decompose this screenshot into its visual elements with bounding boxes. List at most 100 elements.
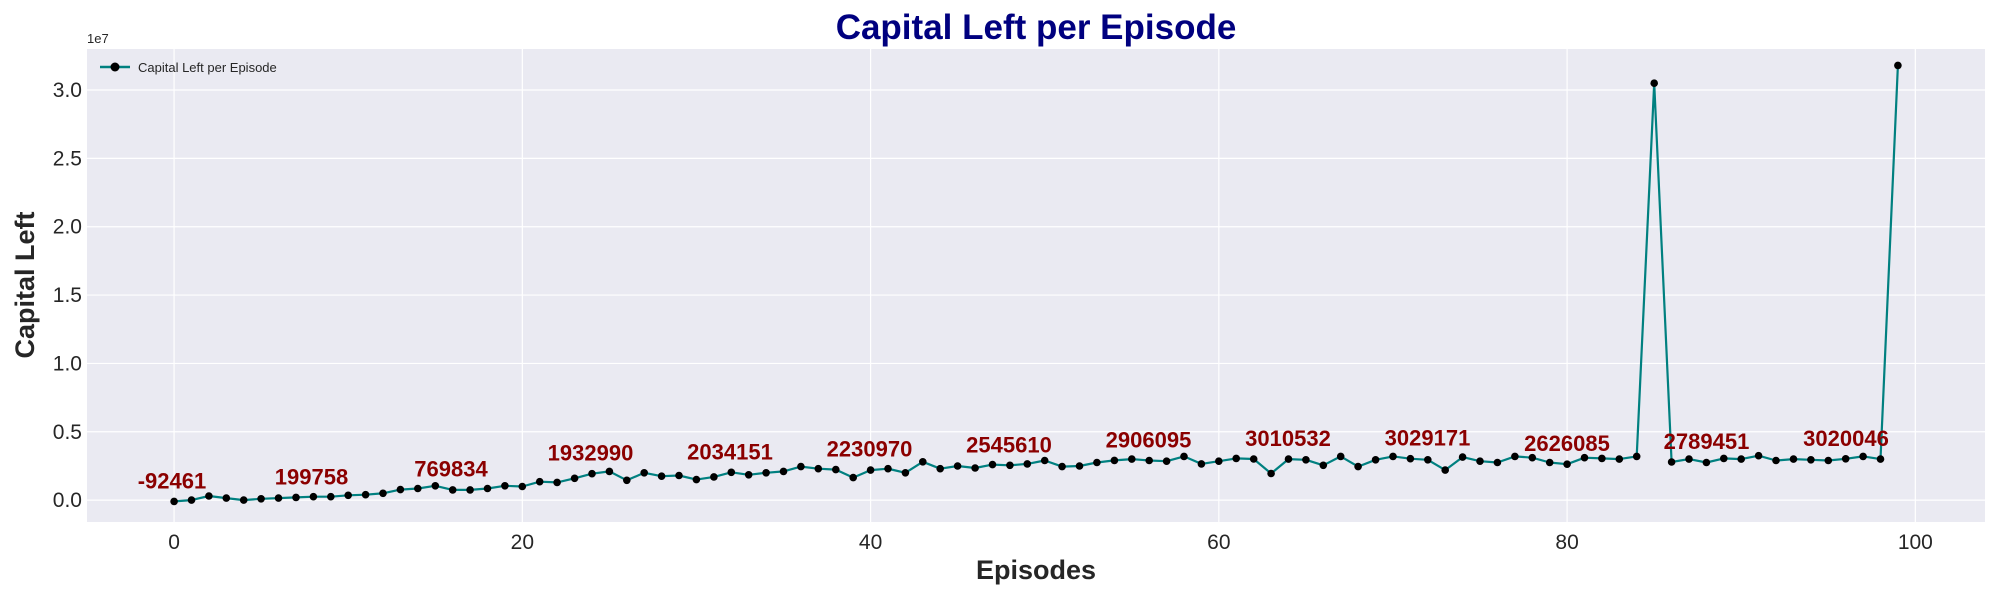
data-point-marker bbox=[1720, 454, 1728, 463]
data-point-marker bbox=[1598, 454, 1606, 463]
data-point-marker bbox=[1841, 455, 1850, 463]
data-point-marker bbox=[744, 471, 753, 479]
data-point-marker bbox=[1476, 457, 1484, 466]
data-point-marker bbox=[205, 492, 213, 500]
x-tick-label: 100 bbox=[1898, 531, 1933, 554]
data-point-marker bbox=[1545, 458, 1554, 467]
y-scale-offset-label: 1e7 bbox=[87, 31, 109, 46]
data-point-marker bbox=[884, 464, 892, 473]
data-point-marker bbox=[988, 460, 997, 469]
grid bbox=[87, 49, 1985, 522]
data-point-marker bbox=[274, 494, 283, 502]
data-point-marker bbox=[779, 467, 788, 476]
data-point-marker bbox=[936, 464, 944, 473]
data-point-marker bbox=[1075, 462, 1084, 470]
data-point-marker bbox=[501, 482, 509, 490]
data-point-marker bbox=[344, 491, 353, 500]
data-point-marker bbox=[170, 497, 178, 506]
data-point-marker bbox=[971, 464, 979, 472]
data-point-marker bbox=[414, 484, 422, 493]
data-point-marker bbox=[379, 489, 387, 498]
data-point-marker bbox=[1493, 458, 1502, 467]
data-point-marker bbox=[570, 474, 579, 483]
plot-area bbox=[87, 49, 1985, 522]
data-point-marker bbox=[1511, 452, 1519, 461]
data-point-marker bbox=[361, 490, 370, 499]
y-tick-label: 3.0 bbox=[53, 79, 82, 102]
x-tick-label: 0 bbox=[168, 531, 180, 554]
data-point-marker bbox=[727, 468, 736, 477]
data-point-marker bbox=[640, 469, 648, 477]
x-tick-label: 60 bbox=[1207, 531, 1230, 554]
data-point-marker bbox=[292, 493, 300, 502]
data-point-marker bbox=[1040, 456, 1049, 465]
legend-marker-swatch bbox=[110, 62, 120, 72]
data-point-marker bbox=[1441, 466, 1449, 474]
data-point-marker bbox=[657, 472, 666, 481]
data-point-marker bbox=[675, 471, 683, 480]
data-point-marker bbox=[309, 492, 318, 501]
data-annotation-label: 2230970 bbox=[827, 437, 913, 462]
data-point-marker bbox=[797, 462, 805, 471]
data-point-marker bbox=[431, 482, 440, 490]
data-point-marker bbox=[953, 462, 962, 470]
data-point-marker bbox=[1336, 452, 1345, 461]
data-point-marker bbox=[1058, 462, 1066, 471]
data-point-marker bbox=[588, 469, 596, 478]
data-point-marker bbox=[1093, 458, 1101, 467]
data-point-marker bbox=[1128, 455, 1136, 463]
legend-entry-label: Capital Left per Episode bbox=[138, 60, 277, 75]
series-line-layer bbox=[174, 65, 1899, 503]
data-point-marker bbox=[1215, 457, 1223, 466]
data-point-marker bbox=[1180, 452, 1188, 461]
data-point-marker bbox=[1354, 462, 1362, 471]
axis-ticks: 0 20 40 60 80 100 0.0 0.5 1.0 1.5 2.0 2.5 3.0 bbox=[53, 79, 1933, 554]
x-tick-label: 20 bbox=[511, 531, 534, 554]
data-annotation-label: 199758 bbox=[275, 464, 348, 489]
data-point-marker bbox=[483, 484, 492, 493]
data-point-marker bbox=[553, 478, 561, 487]
x-axis-label: Episodes bbox=[976, 555, 1096, 585]
data-annotation-label: 2034151 bbox=[687, 439, 773, 464]
data-point-marker bbox=[1824, 456, 1833, 465]
data-point-marker bbox=[1807, 456, 1815, 464]
data-point-marker bbox=[849, 473, 857, 482]
data-point-marker bbox=[1615, 455, 1624, 463]
y-tick-label: 0.0 bbox=[53, 489, 82, 512]
data-point-marker bbox=[832, 465, 840, 474]
data-point-marker bbox=[814, 464, 823, 473]
data-point-marker bbox=[1162, 457, 1171, 466]
data-point-marker bbox=[448, 486, 457, 494]
data-point-marker bbox=[327, 492, 335, 501]
data-point-marker bbox=[919, 458, 927, 466]
data-point-marker bbox=[1580, 453, 1589, 462]
data-point-marker bbox=[1702, 458, 1711, 467]
chart-title: Capital Left per Episode bbox=[836, 8, 1237, 47]
data-point-marker bbox=[1145, 456, 1153, 465]
x-tick-label: 80 bbox=[1555, 531, 1578, 554]
data-point-marker bbox=[623, 476, 631, 485]
data-point-marker bbox=[239, 496, 248, 504]
data-point-marker bbox=[1302, 456, 1310, 464]
data-point-marker bbox=[1371, 456, 1380, 464]
data-annotation-label: 3029171 bbox=[1385, 426, 1471, 451]
data-point-marker bbox=[901, 469, 910, 477]
data-annotation-label: -92461 bbox=[138, 468, 207, 493]
data-point-marker bbox=[1859, 452, 1867, 461]
data-annotation-label: 2626085 bbox=[1524, 431, 1610, 456]
data-point-marker bbox=[866, 466, 875, 474]
data-point-marker bbox=[605, 467, 614, 476]
data-point-marker bbox=[1894, 61, 1902, 70]
data-point-marker bbox=[257, 495, 265, 503]
data-annotation-label: 2545610 bbox=[966, 432, 1052, 457]
data-point-marker bbox=[1197, 460, 1206, 468]
data-point-marker bbox=[1528, 453, 1537, 462]
y-tick-label: 2.5 bbox=[53, 147, 82, 170]
series-markers bbox=[170, 61, 1902, 506]
data-point-marker bbox=[466, 486, 474, 494]
data-point-marker bbox=[710, 473, 718, 481]
data-point-marker bbox=[1284, 455, 1293, 463]
data-point-marker bbox=[1406, 454, 1415, 463]
data-annotation-label: 2789451 bbox=[1664, 429, 1750, 454]
data-point-marker bbox=[1458, 453, 1467, 461]
